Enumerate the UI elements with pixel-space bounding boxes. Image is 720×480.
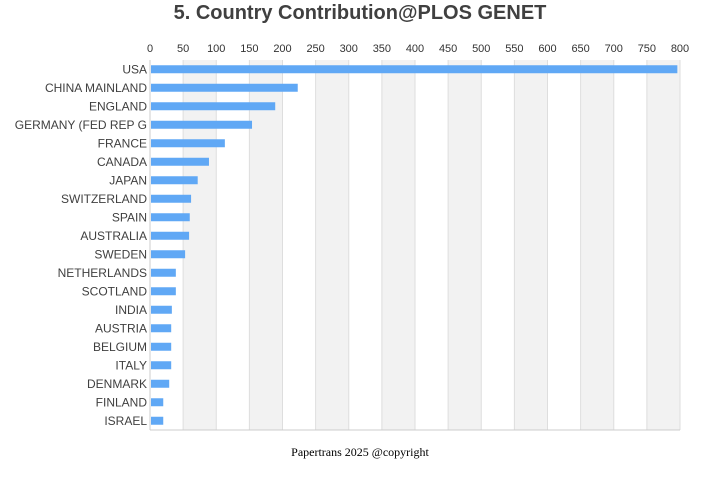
y-category-label: SCOTLAND xyxy=(82,284,148,298)
y-category-label: ITALY xyxy=(115,358,147,372)
x-tick-label: 0 xyxy=(147,43,153,55)
x-tick-label: 400 xyxy=(406,43,424,55)
bar xyxy=(151,342,172,351)
y-category-label: DENMARK xyxy=(87,377,147,391)
copyright-footer: Papertrans 2025 @copyright xyxy=(291,445,429,459)
bar xyxy=(151,324,172,333)
grid-band xyxy=(249,60,283,430)
y-category-label: JAPAN xyxy=(109,173,147,187)
x-tick-label: 250 xyxy=(306,43,324,55)
bar xyxy=(151,379,170,388)
x-tick-label: 800 xyxy=(671,43,689,55)
y-category-label: INDIA xyxy=(115,303,147,317)
grid-band xyxy=(448,60,482,430)
bar xyxy=(151,213,190,222)
bar xyxy=(151,398,164,407)
grid-band xyxy=(315,60,349,430)
bar xyxy=(151,120,253,129)
x-tick-label: 500 xyxy=(472,43,490,55)
x-tick-label: 50 xyxy=(177,43,189,55)
y-category-label: CHINA MAINLAND xyxy=(45,81,147,95)
grid-band xyxy=(514,60,548,430)
chart-title: 5. Country Contribution@PLOS GENET xyxy=(173,2,547,24)
grid-band xyxy=(183,60,217,430)
bar xyxy=(151,83,298,92)
x-tick-label: 600 xyxy=(538,43,556,55)
bar xyxy=(151,139,225,148)
y-category-label: SWEDEN xyxy=(94,247,147,261)
y-category-label: SWITZERLAND xyxy=(61,192,147,206)
y-category-label: SPAIN xyxy=(112,210,147,224)
x-tick-label: 650 xyxy=(571,43,589,55)
y-category-label: AUSTRIA xyxy=(95,321,147,335)
bar xyxy=(151,416,164,425)
y-category-label: GERMANY (FED REP G xyxy=(15,118,147,132)
bar xyxy=(151,305,172,314)
bar xyxy=(151,250,186,259)
x-tick-label: 100 xyxy=(207,43,225,55)
x-tick-label: 350 xyxy=(373,43,391,55)
bar xyxy=(151,194,192,203)
y-category-label: USA xyxy=(122,62,147,76)
bar xyxy=(151,65,678,74)
y-category-label: CANADA xyxy=(97,155,147,169)
bar xyxy=(151,176,198,185)
y-category-label: FINLAND xyxy=(96,395,148,409)
x-tick-label: 750 xyxy=(638,43,656,55)
y-category-label: ENGLAND xyxy=(89,99,147,113)
x-tick-label: 700 xyxy=(605,43,623,55)
x-tick-label: 550 xyxy=(505,43,523,55)
y-category-label: NETHERLANDS xyxy=(58,266,147,280)
x-tick-label: 150 xyxy=(240,43,258,55)
bar xyxy=(151,361,172,370)
bar xyxy=(151,231,190,240)
grid-band xyxy=(646,60,680,430)
grid-band xyxy=(381,60,415,430)
y-category-label: BELGIUM xyxy=(93,340,147,354)
bar xyxy=(151,157,209,166)
grid-band xyxy=(580,60,614,430)
x-tick-label: 200 xyxy=(273,43,291,55)
bar xyxy=(151,102,276,111)
y-category-label: ISRAEL xyxy=(104,414,147,428)
y-category-label: AUSTRALIA xyxy=(80,229,147,243)
bar xyxy=(151,287,176,296)
y-category-label: FRANCE xyxy=(98,136,147,150)
x-tick-label: 300 xyxy=(340,43,358,55)
x-tick-label: 450 xyxy=(439,43,457,55)
bar xyxy=(151,268,176,277)
